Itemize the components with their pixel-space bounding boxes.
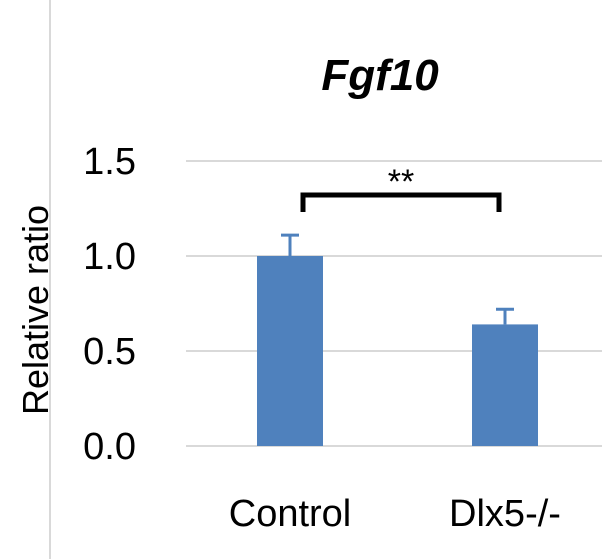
bar <box>472 324 538 446</box>
bar <box>257 256 323 446</box>
chart-title: Fgf10 <box>321 51 439 100</box>
error-bars <box>281 233 514 325</box>
bars <box>257 256 538 446</box>
y-tick-label: 1.0 <box>83 236 136 278</box>
category-label: Control <box>229 493 352 535</box>
category-labels: Control Dlx5-/- <box>229 493 561 535</box>
bracket-line <box>300 192 502 212</box>
significance-label: ** <box>388 163 414 201</box>
gridlines <box>186 160 602 447</box>
y-tick-label: 0.0 <box>83 426 136 468</box>
y-axis-label: Relative ratio <box>15 205 56 415</box>
y-tick-labels: 0.0 0.5 1.0 1.5 <box>83 141 136 468</box>
category-label: Dlx5-/- <box>449 493 561 535</box>
y-tick-label: 0.5 <box>83 331 136 373</box>
significance-bracket: ** <box>300 163 502 212</box>
y-tick-label: 1.5 <box>83 141 136 183</box>
